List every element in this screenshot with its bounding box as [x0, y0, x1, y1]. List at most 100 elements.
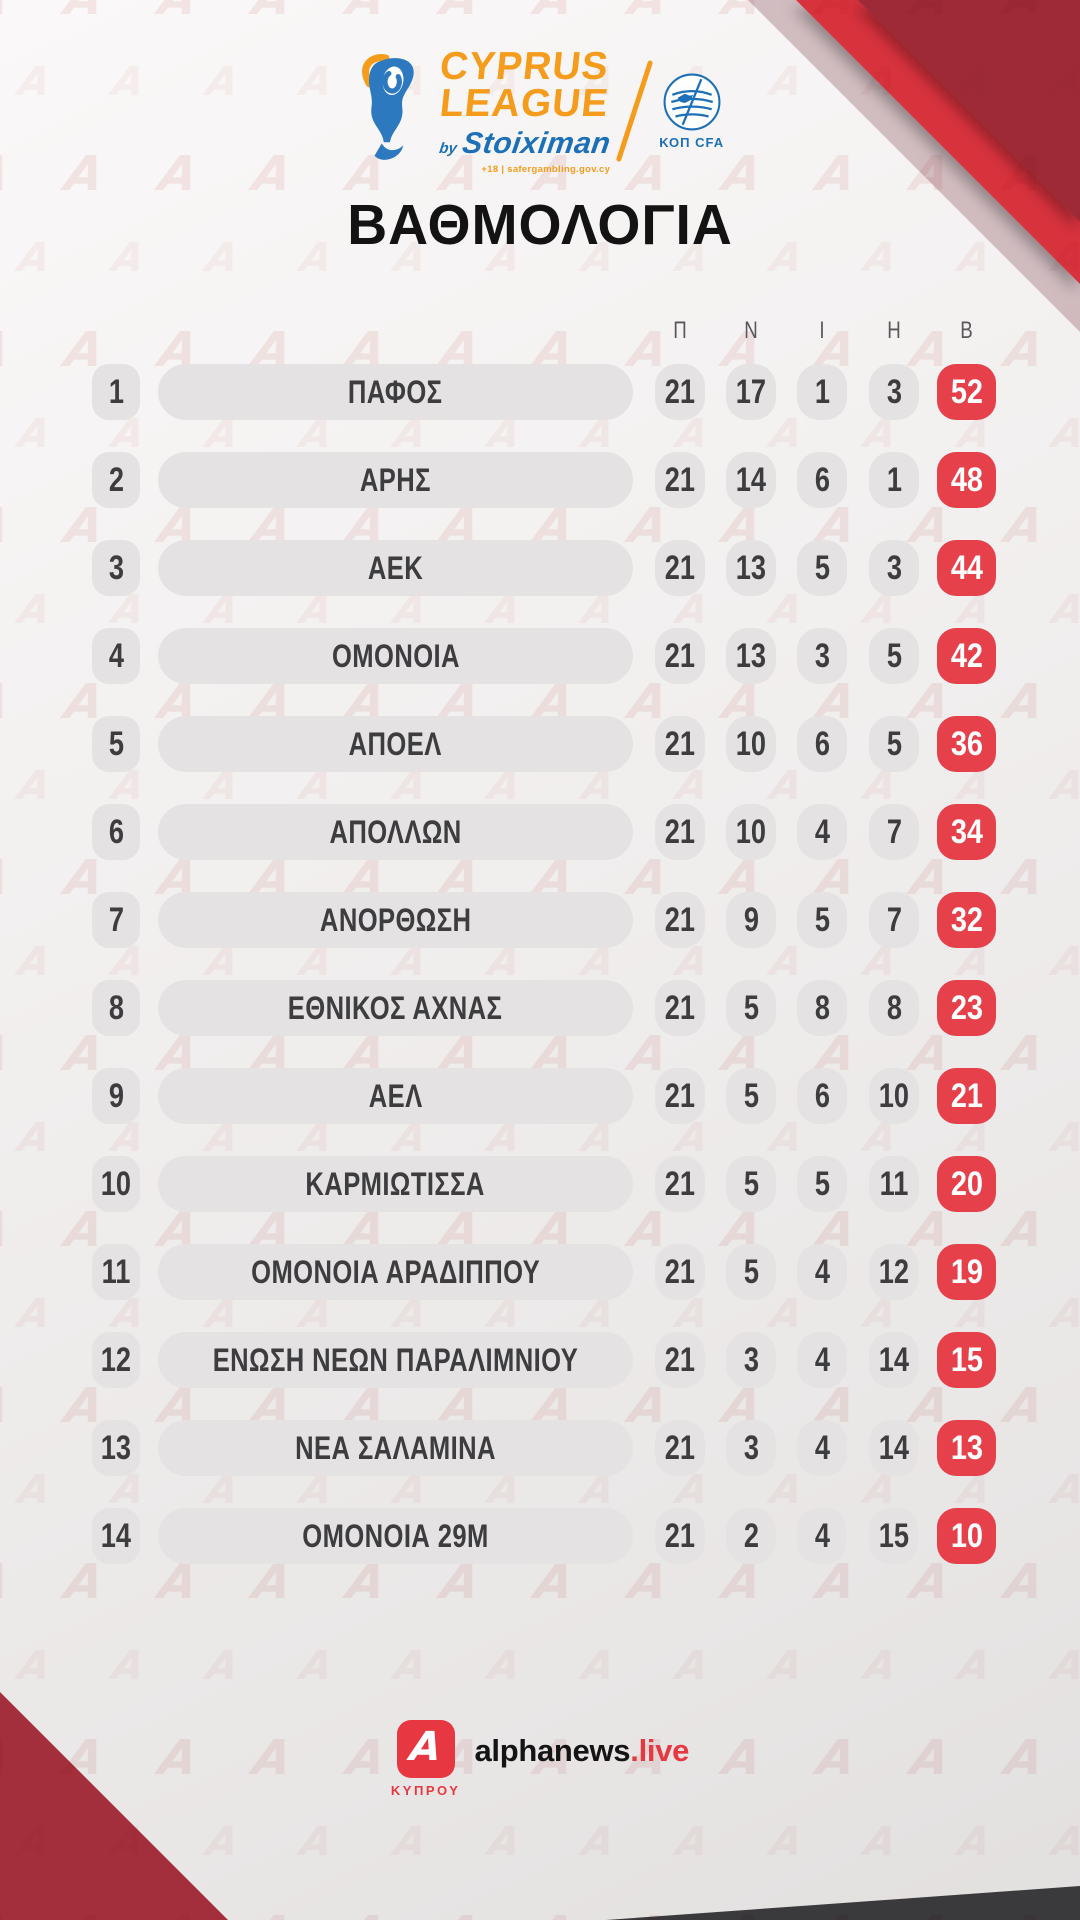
rank-value: 2 [108, 460, 124, 499]
rank-pill: 7 [92, 892, 140, 948]
rank-pill: 13 [92, 1420, 140, 1476]
rank-pill: 6 [92, 804, 140, 860]
draws-pill: 4 [797, 1332, 847, 1388]
table-row: 11 ΟΜΟΝΟΙΑ ΑΡΑΔΙΠΠΟΥ 21 5 4 12 19 [0, 1244, 1080, 1300]
draws-value: 6 [814, 1076, 830, 1115]
rank-pill: 8 [92, 980, 140, 1036]
rank-value: 14 [100, 1516, 132, 1555]
points-pill: 23 [937, 980, 996, 1036]
points-value: 34 [950, 812, 983, 851]
played-pill: 21 [655, 1420, 705, 1476]
rank-pill: 11 [92, 1244, 140, 1300]
table-row: 4 ΟΜΟΝΟΙΑ 21 13 3 5 42 [0, 628, 1080, 684]
points-pill: 15 [937, 1332, 996, 1388]
wins-pill: 10 [726, 716, 776, 772]
points-pill: 34 [937, 804, 996, 860]
played-value: 21 [664, 1516, 696, 1555]
rank-pill: 5 [92, 716, 140, 772]
points-pill: 36 [937, 716, 996, 772]
points-value: 36 [950, 724, 983, 763]
page-title: ΒΑΘΜΟΛΟΓΙΑ [347, 193, 733, 257]
draws-pill: 6 [797, 1068, 847, 1124]
team-pill: ΑΠΟΛΛΩΝ [158, 804, 633, 860]
played-value: 21 [664, 460, 696, 499]
wins-pill: 9 [726, 892, 776, 948]
losses-pill: 5 [869, 716, 919, 772]
wins-value: 10 [735, 724, 767, 763]
wins-pill: 10 [726, 804, 776, 860]
alpha-logo-icon: A [396, 1720, 455, 1778]
team-name: ΕΝΩΣΗ ΝΕΩΝ ΠΑΡΑΛΙΜΝΙΟΥ [212, 1341, 579, 1378]
wins-value: 5 [743, 1164, 759, 1203]
points-value: 10 [950, 1516, 983, 1555]
draws-pill: 8 [797, 980, 847, 1036]
losses-pill: 10 [869, 1068, 919, 1124]
team-pill: ΑΠΟΕΛ [158, 716, 633, 772]
points-pill: 42 [937, 628, 996, 684]
disclaimer-text: +18 | safergambling.gov.cy [481, 163, 611, 175]
wins-value: 5 [743, 988, 759, 1027]
footer-brand: A ΚΥΠΡΟΥ alphanews.live [0, 1720, 1080, 1798]
wins-value: 3 [743, 1428, 759, 1467]
wins-pill: 2 [726, 1508, 776, 1564]
footer-domain-suffix: .live [630, 1733, 690, 1768]
losses-value: 7 [886, 812, 902, 851]
wins-pill: 13 [726, 628, 776, 684]
played-pill: 21 [655, 980, 705, 1036]
played-value: 21 [664, 548, 696, 587]
draws-value: 5 [814, 548, 830, 587]
draws-pill: 5 [797, 1156, 847, 1212]
team-name: ΑΠΟΕΛ [348, 725, 443, 762]
played-pill: 21 [655, 804, 705, 860]
league-name-line1: CYPRUS [437, 45, 611, 88]
table-row: 5 ΑΠΟΕΛ 21 10 6 5 36 [0, 716, 1080, 772]
rank-value: 9 [108, 1076, 124, 1115]
team-pill: ΟΜΟΝΟΙΑ ΑΡΑΔΙΠΠΟΥ [158, 1244, 633, 1300]
played-value: 21 [664, 1252, 696, 1291]
rank-pill: 12 [92, 1332, 140, 1388]
table-row: 3 ΑΕΚ 21 13 5 3 44 [0, 540, 1080, 596]
ribbon-corner-maroon [858, 0, 1080, 222]
table-row: 7 ΑΝΟΡΘΩΣΗ 21 9 5 7 32 [0, 892, 1080, 948]
rank-pill: 14 [92, 1508, 140, 1564]
table-row: 2 ΑΡΗΣ 21 14 6 1 48 [0, 452, 1080, 508]
losses-value: 7 [886, 900, 902, 939]
losses-value: 1 [886, 460, 902, 499]
rank-value: 7 [108, 900, 124, 939]
draws-pill: 6 [797, 452, 847, 508]
ribbon-band-red [796, 0, 1080, 284]
alpha-logo-block: A ΚΥΠΡΟΥ [391, 1720, 461, 1798]
played-pill: 21 [655, 540, 705, 596]
wins-pill: 5 [726, 1156, 776, 1212]
table-row: 14 ΟΜΟΝΟΙΑ 29Μ 21 2 4 15 10 [0, 1508, 1080, 1564]
team-pill: ΟΜΟΝΟΙΑ 29Μ [158, 1508, 633, 1564]
losses-pill: 8 [869, 980, 919, 1036]
draws-pill: 4 [797, 1244, 847, 1300]
played-value: 21 [664, 1076, 696, 1115]
losses-pill: 1 [869, 452, 919, 508]
draws-pill: 4 [797, 804, 847, 860]
wins-pill: 3 [726, 1332, 776, 1388]
draws-pill: 5 [797, 892, 847, 948]
column-header-0: Π [673, 317, 687, 344]
rank-value: 11 [101, 1252, 131, 1291]
draws-value: 6 [814, 460, 830, 499]
losses-pill: 3 [869, 364, 919, 420]
losses-pill: 11 [869, 1156, 919, 1212]
footer-wordmark: alphanews.live [474, 1733, 689, 1769]
table-row: 9 ΑΕΛ 21 5 6 10 21 [0, 1068, 1080, 1124]
wins-pill: 5 [726, 980, 776, 1036]
played-pill: 21 [655, 452, 705, 508]
draws-value: 1 [814, 372, 830, 411]
points-value: 15 [950, 1340, 983, 1379]
team-name: ΑΕΛ [368, 1077, 423, 1114]
table-row: 10 ΚΑΡΜΙΩΤΙΣΣΑ 21 5 5 11 20 [0, 1156, 1080, 1212]
points-value: 21 [950, 1076, 983, 1115]
draws-value: 4 [814, 1428, 830, 1467]
alpha-glyph: A [407, 1724, 444, 1770]
losses-value: 3 [886, 548, 902, 587]
played-value: 21 [664, 1340, 696, 1379]
wins-value: 10 [735, 812, 767, 851]
